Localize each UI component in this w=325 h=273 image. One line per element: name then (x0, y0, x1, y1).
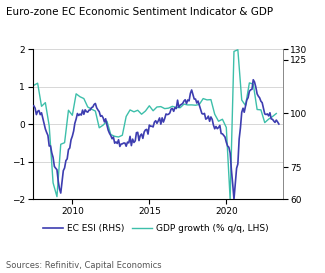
Line: GDP growth (% q/q, LHS): GDP growth (% q/q, LHS) (34, 50, 276, 199)
Line: EC ESI (RHS): EC ESI (RHS) (34, 80, 279, 199)
Text: Euro-zone EC Economic Sentiment Indicator & GDP: Euro-zone EC Economic Sentiment Indicato… (6, 7, 274, 17)
Legend: EC ESI (RHS), GDP growth (% q/q, LHS): EC ESI (RHS), GDP growth (% q/q, LHS) (39, 221, 273, 237)
Text: Sources: Refinitiv, Capital Economics: Sources: Refinitiv, Capital Economics (6, 261, 162, 270)
